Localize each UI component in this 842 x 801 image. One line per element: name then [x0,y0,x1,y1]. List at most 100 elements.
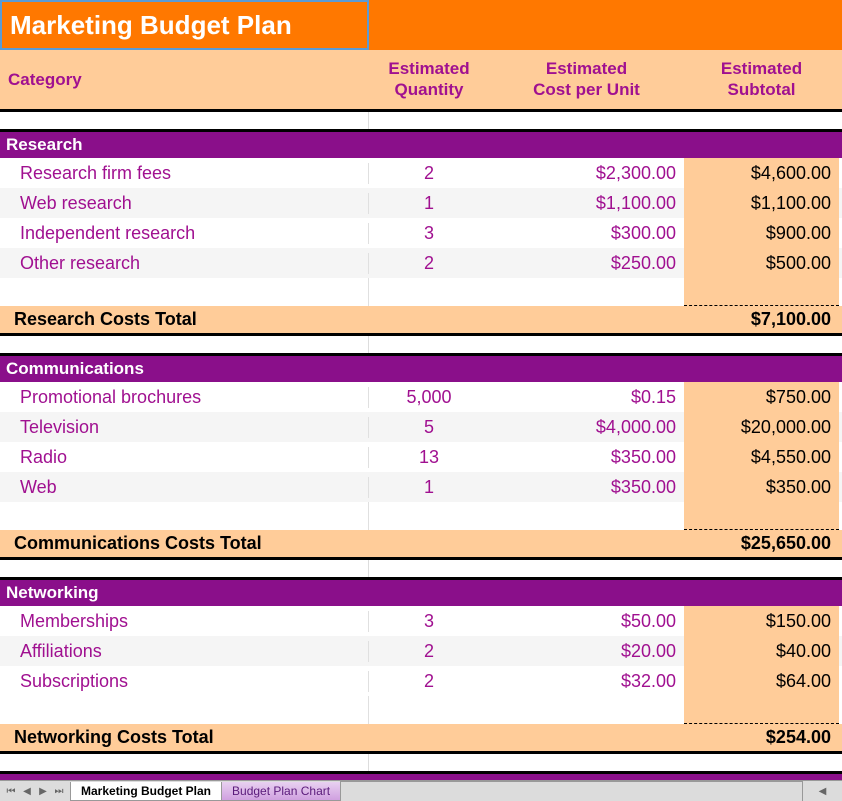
blank-row [0,502,842,530]
title-row: Marketing Budget Plan [0,0,842,50]
cell-label: Independent research [0,223,369,244]
networking-rows: Memberships3$50.00$150.00Affiliations2$2… [0,606,842,696]
cell-subtotal: $4,600.00 [684,158,839,188]
title-cell[interactable]: Marketing Budget Plan [0,0,369,50]
table-row[interactable]: Radio13$350.00$4,550.00 [0,442,842,472]
blank-row [0,278,842,306]
research-total-value: $7,100.00 [684,309,839,330]
cell-quantity: 2 [369,671,489,692]
cell-quantity: 5,000 [369,387,489,408]
cell-cost-per-unit: $2,300.00 [489,163,684,184]
cell-quantity: 3 [369,223,489,244]
tab-nav-last-icon[interactable]: ⏭ [52,784,66,798]
cell-cost-per-unit: $1,100.00 [489,193,684,214]
table-row[interactable]: Web research1$1,100.00$1,100.00 [0,188,842,218]
cell-quantity: 2 [369,641,489,662]
table-row[interactable]: Other research2$250.00$500.00 [0,248,842,278]
cell-quantity: 2 [369,163,489,184]
cell-subtotal: $500.00 [684,248,839,278]
cell-label: Radio [0,447,369,468]
tab-nav-first-icon[interactable]: ⏮ [4,784,18,798]
cell-subtotal: $20,000.00 [684,412,839,442]
cell-cost-per-unit: $350.00 [489,447,684,468]
research-rows: Research firm fees2$2,300.00$4,600.00Web… [0,158,842,278]
cell-label: Subscriptions [0,671,369,692]
tab-marketing-budget-plan[interactable]: Marketing Budget Plan [70,782,222,801]
communications-rows: Promotional brochures5,000$0.15$750.00Te… [0,382,842,502]
sheet-tabs-bar: ⏮ ◀ ▶ ⏭ Marketing Budget Plan Budget Pla… [0,780,842,801]
header-subtotal[interactable]: Estimated Subtotal [684,50,839,109]
table-row[interactable]: Web1$350.00$350.00 [0,472,842,502]
cell-subtotal: $750.00 [684,382,839,412]
cell-subtotal: $64.00 [684,666,839,696]
communications-total-label: Communications Costs Total [0,533,684,554]
blank-row [0,696,842,724]
table-row[interactable]: Research firm fees2$2,300.00$4,600.00 [0,158,842,188]
cell-cost-per-unit: $250.00 [489,253,684,274]
cell-cost-per-unit: $300.00 [489,223,684,244]
table-row[interactable]: Independent research3$300.00$900.00 [0,218,842,248]
research-total-row[interactable]: Research Costs Total $7,100.00 [0,306,842,336]
gap-row [0,560,842,580]
gap-row [0,112,842,132]
gap-row [0,754,842,774]
cell-label: Television [0,417,369,438]
spreadsheet-view: Marketing Budget Plan Category Estimated… [0,0,842,780]
cell-label: Research firm fees [0,163,369,184]
tabs-spacer [340,781,802,801]
cell-label: Promotional brochures [0,387,369,408]
communications-total-row[interactable]: Communications Costs Total $25,650.00 [0,530,842,560]
section-header-communications[interactable]: Communications [0,356,842,382]
cell-cost-per-unit: $0.15 [489,387,684,408]
cell-quantity: 1 [369,477,489,498]
table-row[interactable]: Memberships3$50.00$150.00 [0,606,842,636]
header-sub-line1: Estimated [721,59,802,79]
cell-label: Other research [0,253,369,274]
research-total-label: Research Costs Total [0,309,684,330]
cell-cost-per-unit: $20.00 [489,641,684,662]
header-qty-line1: Estimated [388,59,469,79]
cell-label: Web [0,477,369,498]
cell-quantity: 3 [369,611,489,632]
tab-nav-next-icon[interactable]: ▶ [36,784,50,798]
header-cost-per-unit[interactable]: Estimated Cost per Unit [489,50,684,109]
header-category[interactable]: Category [0,50,369,109]
networking-total-label: Networking Costs Total [0,727,684,748]
cell-quantity: 5 [369,417,489,438]
gap-row [0,336,842,356]
cell-cost-per-unit: $50.00 [489,611,684,632]
scroll-left-icon[interactable]: ◀ [819,786,827,797]
cell-cost-per-unit: $350.00 [489,477,684,498]
cell-label: Affiliations [0,641,369,662]
cell-cost-per-unit: $32.00 [489,671,684,692]
cell-label: Memberships [0,611,369,632]
cell-quantity: 1 [369,193,489,214]
cell-quantity: 2 [369,253,489,274]
column-headers: Category Estimated Quantity Estimated Co… [0,50,842,112]
cell-quantity: 13 [369,447,489,468]
header-cpu-line1: Estimated [546,59,627,79]
networking-total-row[interactable]: Networking Costs Total $254.00 [0,724,842,754]
communications-total-value: $25,650.00 [684,533,839,554]
section-header-networking[interactable]: Networking [0,580,842,606]
header-sub-line2: Subtotal [728,80,796,100]
header-quantity[interactable]: Estimated Quantity [369,50,489,109]
table-row[interactable]: Subscriptions2$32.00$64.00 [0,666,842,696]
networking-total-value: $254.00 [684,727,839,748]
table-row[interactable]: Affiliations2$20.00$40.00 [0,636,842,666]
cell-subtotal: $150.00 [684,606,839,636]
horizontal-scroll-end[interactable]: ◀ [802,781,842,801]
cell-label: Web research [0,193,369,214]
section-header-research[interactable]: Research [0,132,842,158]
tab-nav-buttons: ⏮ ◀ ▶ ⏭ [0,784,70,798]
title-fill [369,0,842,50]
header-cpu-line2: Cost per Unit [533,80,640,100]
header-qty-line2: Quantity [395,80,464,100]
cell-subtotal: $900.00 [684,218,839,248]
cell-subtotal: $4,550.00 [684,442,839,472]
table-row[interactable]: Promotional brochures5,000$0.15$750.00 [0,382,842,412]
tab-nav-prev-icon[interactable]: ◀ [20,784,34,798]
table-row[interactable]: Television5$4,000.00$20,000.00 [0,412,842,442]
cell-cost-per-unit: $4,000.00 [489,417,684,438]
tab-budget-plan-chart[interactable]: Budget Plan Chart [221,782,341,801]
